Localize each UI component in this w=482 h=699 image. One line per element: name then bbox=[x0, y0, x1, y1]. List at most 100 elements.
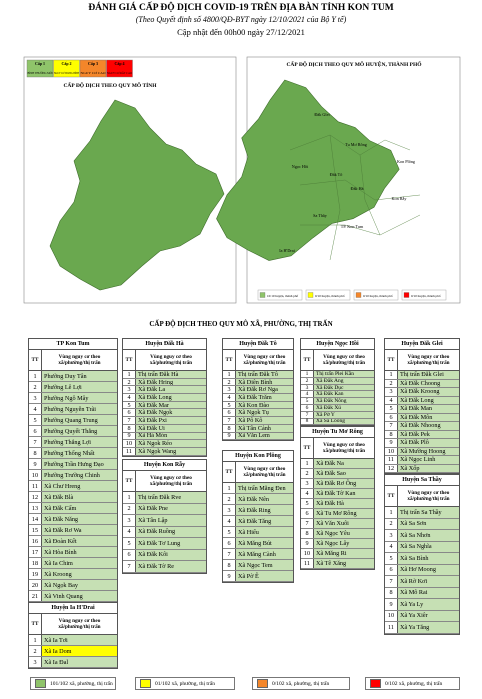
table-row: 2 Xã Đăk Nên bbox=[223, 494, 293, 505]
row-number: 1 bbox=[301, 371, 314, 377]
commune-name: Thị trấn Đăk Rve bbox=[136, 492, 206, 503]
commune-name: Xã Đăk Kan bbox=[314, 391, 374, 398]
table-row: 8 Xã Ngọc Yêu bbox=[301, 529, 374, 539]
commune-name: Phường Thắng Lợi bbox=[42, 437, 117, 447]
row-number: 4 bbox=[123, 526, 136, 537]
commune-name: Xã Đăk Ui bbox=[136, 424, 206, 432]
commune-name: Xã Đăk Blà bbox=[42, 492, 117, 502]
row-number: 4 bbox=[301, 489, 314, 498]
column-header: Vùng nguy cơ theo xã/phường/thị trấn bbox=[407, 354, 450, 366]
table-title: Huyện Kon Plông bbox=[223, 451, 293, 462]
commune-name: Xã Đăk Ngọk bbox=[136, 409, 206, 417]
commune-name: Xã Đăk Plô bbox=[398, 439, 459, 447]
table-row: 7 Xã Văn Xuôi bbox=[301, 519, 374, 529]
commune-name: Xã Văn Lem bbox=[236, 432, 293, 440]
table-row: 10 Phường Trường Chinh bbox=[29, 470, 117, 481]
table-row: 4 Xã Đăk Long bbox=[123, 394, 206, 402]
table-row: 1 Xã Ia Tơi bbox=[29, 635, 117, 646]
row-number: 3 bbox=[123, 515, 136, 526]
district-table: Huyện Đăk Glei TT Vùng nguy cơ theo xã/phư… bbox=[384, 338, 460, 474]
table-row: 2 Xã Diên Bình bbox=[223, 379, 293, 387]
row-number: 6 bbox=[223, 409, 236, 416]
table-row: 6 Xã Tu Mơ Rông bbox=[301, 509, 374, 519]
column-header: TT bbox=[123, 350, 136, 370]
commune-name: Thị trấn Đăk Tô bbox=[236, 371, 293, 378]
column-header: TT bbox=[223, 462, 236, 482]
district-table: Huyện Ia H'Drai TT Vùng nguy cơ theo xã/ph… bbox=[28, 602, 118, 669]
table-row: 9 Phường Trần Hưng Đạo bbox=[29, 459, 117, 470]
row-number: 6 bbox=[385, 413, 398, 421]
row-number: 15 bbox=[29, 525, 42, 535]
table-title: Huyện Sa Thầy bbox=[385, 475, 459, 486]
row-number: 3 bbox=[223, 386, 236, 393]
row-number: 5 bbox=[385, 553, 398, 564]
table-row: 1 Thị trấn Đăk Hà bbox=[123, 371, 206, 379]
row-number: 3 bbox=[29, 657, 42, 667]
column-header: TT bbox=[385, 350, 398, 370]
commune-name: Xã Đăk Trăm bbox=[236, 394, 293, 401]
table-row: 7 Xã Đăk Tờ Re bbox=[123, 561, 206, 573]
table-row: 11 Xã Tê Xăng bbox=[301, 559, 374, 569]
row-number: 9 bbox=[223, 432, 236, 439]
row-number: 2 bbox=[29, 646, 42, 656]
table-row: 12 Xã Đăk Blà bbox=[29, 492, 117, 503]
row-number: 4 bbox=[123, 394, 136, 401]
row-number: 10 bbox=[301, 549, 314, 558]
commune-name: Thị trấn Plei Kần bbox=[314, 371, 374, 377]
level-swatch bbox=[26, 59, 54, 78]
commune-name: Phường Quyết Thắng bbox=[42, 426, 117, 436]
commune-name: Xã Vinh Quang bbox=[42, 591, 117, 601]
commune-name: Phường Lê Lợi bbox=[42, 382, 117, 392]
district-legend-label: 0/10 huyện, thành phố bbox=[363, 294, 393, 299]
commune-name: Phường Trần Hưng Đạo bbox=[42, 459, 117, 469]
row-number: 4 bbox=[301, 391, 314, 397]
commune-name: Xã Đăk Hring bbox=[136, 378, 206, 386]
table-row: 2 Xã Đăk Sao bbox=[301, 469, 374, 479]
level-label: NGUY CƠ TRUNG BÌNH bbox=[54, 70, 80, 75]
table-header: TT Vùng nguy cơ theo xã/phường/thị trấn bbox=[223, 462, 293, 483]
district-label: Tu Mơ Rông bbox=[345, 142, 368, 147]
table-header: TT Vùng nguy cơ theo xã/phường/thị trấn bbox=[123, 350, 206, 371]
district-label: Đăk Tô bbox=[330, 172, 343, 177]
commune-name: Xã Ia Chim bbox=[42, 558, 117, 568]
row-number: 2 bbox=[223, 379, 236, 386]
table-row: 7 Xã Pờ Y bbox=[301, 412, 374, 419]
table-row: 2 Xã Đăk Hring bbox=[123, 379, 206, 387]
row-number: 2 bbox=[301, 378, 314, 384]
commune-name: Xã Ya Tăng bbox=[398, 622, 459, 633]
commune-name: Xã Đăk Ruồng bbox=[136, 526, 206, 537]
row-number: 1 bbox=[223, 483, 236, 493]
commune-name: Xã Đăk Kôi bbox=[136, 549, 206, 560]
commune-name: Xã Kroong bbox=[42, 569, 117, 579]
table-row: 4 Xã Đăk Trăm bbox=[223, 394, 293, 402]
commune-name: Xã Đăk Hà bbox=[314, 499, 374, 508]
commune-name: Xã Măng Bút bbox=[236, 538, 293, 548]
table-row: 8 Xã Đăk Pek bbox=[385, 430, 459, 439]
commune-name: Xã Đăk La bbox=[136, 386, 206, 394]
table-row: 21 Xã Vinh Quang bbox=[29, 591, 117, 602]
legend-swatch bbox=[140, 679, 151, 688]
district-label: Đăk Hà bbox=[351, 186, 364, 191]
table-row: 11 Xã Ya Tăng bbox=[385, 622, 459, 634]
table-row: 13 Xã Đăk Cấm bbox=[29, 503, 117, 514]
level-name: Cấp 3 bbox=[88, 61, 98, 66]
district-table: Huyện Tu Mơ Rông TT Vùng nguy cơ theo xã/p… bbox=[300, 426, 375, 570]
row-number: 2 bbox=[385, 379, 398, 387]
row-number: 5 bbox=[29, 415, 42, 425]
table-row: 2 Xã Đăk Choong bbox=[385, 379, 459, 388]
table-row: 15 Xã Đăk Rơ Wa bbox=[29, 525, 117, 536]
table-row: 6 Xã Đăk Môn bbox=[385, 413, 459, 422]
commune-name: Xã Rờ Kơi bbox=[398, 576, 459, 587]
row-number: 9 bbox=[301, 539, 314, 548]
row-number: 9 bbox=[385, 599, 398, 610]
level-swatch bbox=[79, 59, 107, 78]
table-row: 7 Xã Pô Kô bbox=[223, 417, 293, 425]
level-name: Cấp 1 bbox=[35, 61, 45, 66]
table-row: 3 Xã Đăk La bbox=[123, 386, 206, 395]
row-number: 7 bbox=[223, 549, 236, 559]
table-row: 3 Xã Đăk Kroong bbox=[385, 388, 459, 397]
table-row: 4 Xã Đăk Tờ Kan bbox=[301, 489, 374, 499]
table-row: 16 Xã Đoàn Kết bbox=[29, 536, 117, 547]
district-table: Huyện Đăk Tô TT Vùng nguy cơ theo xã/phườn… bbox=[222, 338, 294, 442]
row-number: 12 bbox=[29, 492, 42, 502]
